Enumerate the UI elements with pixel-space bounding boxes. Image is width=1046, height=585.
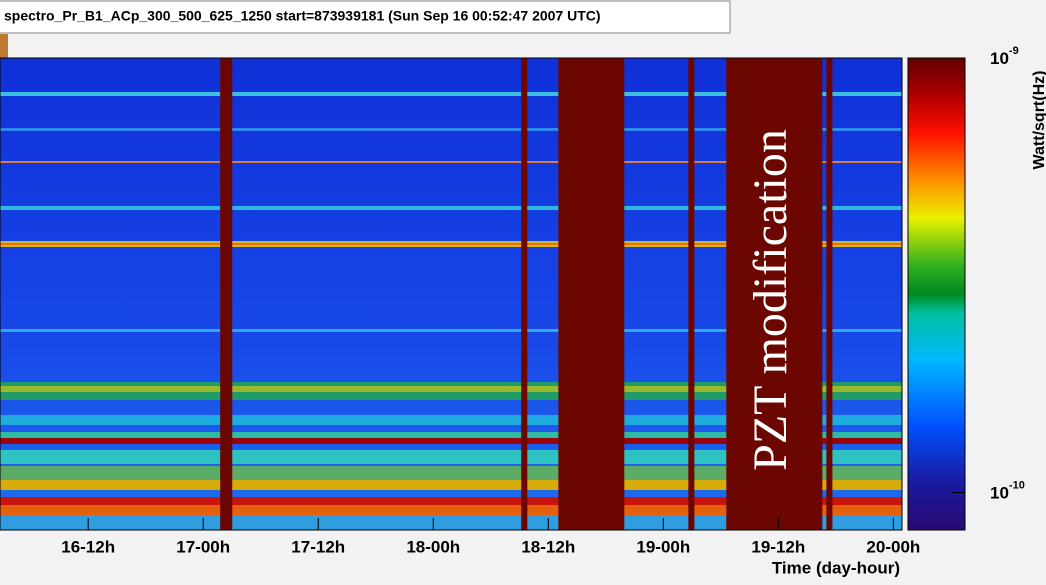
dead-time-gap [521,58,527,530]
colorbar-label: Watt/sqrt(Hz) [1031,71,1046,170]
chart: spectro_Pr_B1_ACp_300_500_625_1250 start… [0,0,1046,580]
colorbar [908,58,965,530]
dead-time-gap [688,58,694,530]
dead-time-gap [558,58,624,530]
colorbar-tick-label: 10-9 [990,45,1019,69]
colorbar-tick-exponent: -10 [1009,479,1025,491]
x-tick-label: 16-12h [61,537,115,556]
page: {"chart_data": { "type": "spectrogram", … [0,0,1046,580]
x-axis-label: Time (day-hour) [772,558,900,577]
dead-time-gap [220,58,232,530]
x-tick-label: 19-00h [636,537,690,556]
x-tick-label: 18-12h [521,537,575,556]
colorbar-tick-exponent: -9 [1009,45,1019,57]
x-tick-label: 20-00h [866,537,920,556]
colorbar-tick-base: 10 [990,484,1009,503]
chart-title: spectro_Pr_B1_ACp_300_500_625_1250 start… [4,8,601,24]
annotation: PZT modification [744,129,797,471]
x-tick-label: 18-00h [406,537,460,556]
dead-time-gap [826,58,832,530]
x-tick-label: 19-12h [751,537,805,556]
x-tick-label: 17-00h [176,537,230,556]
colorbar-tick-label: 10-10 [990,479,1025,503]
colorbar-tick-base: 10 [990,49,1009,68]
x-tick-label: 17-12h [291,537,345,556]
